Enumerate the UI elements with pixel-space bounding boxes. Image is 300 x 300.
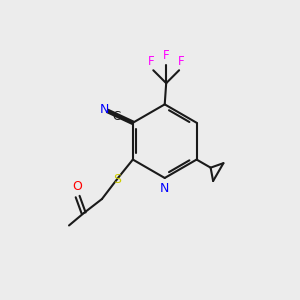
Text: C: C xyxy=(112,110,121,123)
Text: F: F xyxy=(178,55,185,68)
Text: F: F xyxy=(163,49,169,62)
Text: N: N xyxy=(99,103,109,116)
Text: F: F xyxy=(148,55,154,68)
Text: N: N xyxy=(160,182,169,194)
Text: O: O xyxy=(73,180,82,193)
Text: S: S xyxy=(113,173,121,186)
